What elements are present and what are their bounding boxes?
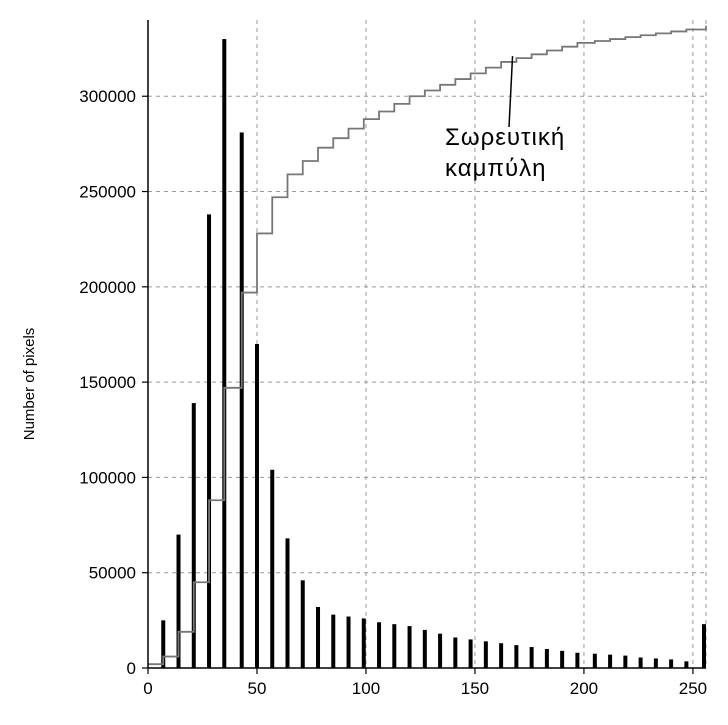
tick-labels: 0 50 100 150 200 250 0 50000 100000 150000 200000 2… bbox=[79, 87, 707, 698]
histogram-bar bbox=[285, 538, 290, 668]
y-tick-label: 200000 bbox=[79, 278, 136, 297]
histogram-bar bbox=[623, 655, 628, 668]
y-tick-label: 250000 bbox=[79, 183, 136, 202]
annotation-text-line: Σωρευτική bbox=[445, 124, 565, 151]
x-tick-label: 250 bbox=[679, 679, 707, 698]
y-axis-title: Number of pixels bbox=[21, 328, 38, 441]
grid-lines bbox=[148, 20, 707, 668]
histogram-bar bbox=[529, 647, 534, 668]
histogram-bar bbox=[702, 624, 706, 668]
histogram-bar bbox=[638, 657, 643, 668]
histogram-bar bbox=[514, 645, 519, 668]
histogram-bar bbox=[316, 607, 321, 668]
histogram-bar bbox=[422, 629, 427, 668]
histogram-bar bbox=[468, 639, 473, 668]
y-tick-label: 100000 bbox=[79, 468, 136, 487]
y-tick-label: 300000 bbox=[79, 87, 136, 106]
annotation-text-line: καμπύλη bbox=[445, 155, 546, 182]
histogram-bar bbox=[453, 637, 458, 668]
y-tick-label: 150000 bbox=[79, 373, 136, 392]
histogram-bar bbox=[575, 652, 580, 668]
histogram-bars bbox=[161, 39, 706, 669]
histogram-bar bbox=[392, 624, 397, 668]
annotation: Σωρευτική καμπύλη bbox=[445, 56, 565, 182]
x-tick-label: 50 bbox=[248, 679, 267, 698]
histogram-bar bbox=[544, 648, 549, 668]
histogram-bar bbox=[239, 132, 244, 669]
y-tick-label: 0 bbox=[127, 659, 136, 678]
histogram-bar bbox=[222, 39, 227, 668]
histogram-bar bbox=[361, 618, 366, 668]
annotation-pointer-line bbox=[508, 56, 514, 128]
x-tick-label: 200 bbox=[570, 679, 598, 698]
histogram-bar bbox=[560, 650, 565, 668]
cumulative-step-line bbox=[148, 25, 707, 666]
histogram-bar bbox=[377, 622, 382, 668]
histogram-bar bbox=[438, 633, 443, 668]
x-tick-label: 0 bbox=[143, 679, 152, 698]
x-tick-label: 100 bbox=[352, 679, 380, 698]
histogram-bar bbox=[176, 534, 181, 668]
histogram-bar bbox=[254, 344, 259, 668]
x-tick-label: 150 bbox=[461, 679, 489, 698]
histogram-bar bbox=[270, 469, 275, 668]
histogram-bar bbox=[346, 616, 351, 668]
histogram-bar bbox=[191, 403, 196, 668]
histogram-bar bbox=[684, 661, 689, 668]
histogram-bar bbox=[161, 620, 166, 668]
histogram-bar bbox=[499, 643, 504, 668]
axes bbox=[142, 20, 706, 674]
histogram-bar bbox=[300, 580, 305, 668]
histogram-bar bbox=[331, 614, 336, 668]
histogram-bar bbox=[608, 654, 613, 668]
y-tick-label: 50000 bbox=[89, 564, 136, 583]
cumulative-curve bbox=[148, 25, 707, 666]
histogram-bar bbox=[207, 214, 212, 668]
histogram-bar bbox=[592, 653, 597, 668]
histogram-bar bbox=[483, 641, 488, 668]
histogram-bar bbox=[653, 658, 658, 668]
histogram-bar bbox=[407, 626, 412, 668]
histogram-bar bbox=[669, 659, 674, 668]
